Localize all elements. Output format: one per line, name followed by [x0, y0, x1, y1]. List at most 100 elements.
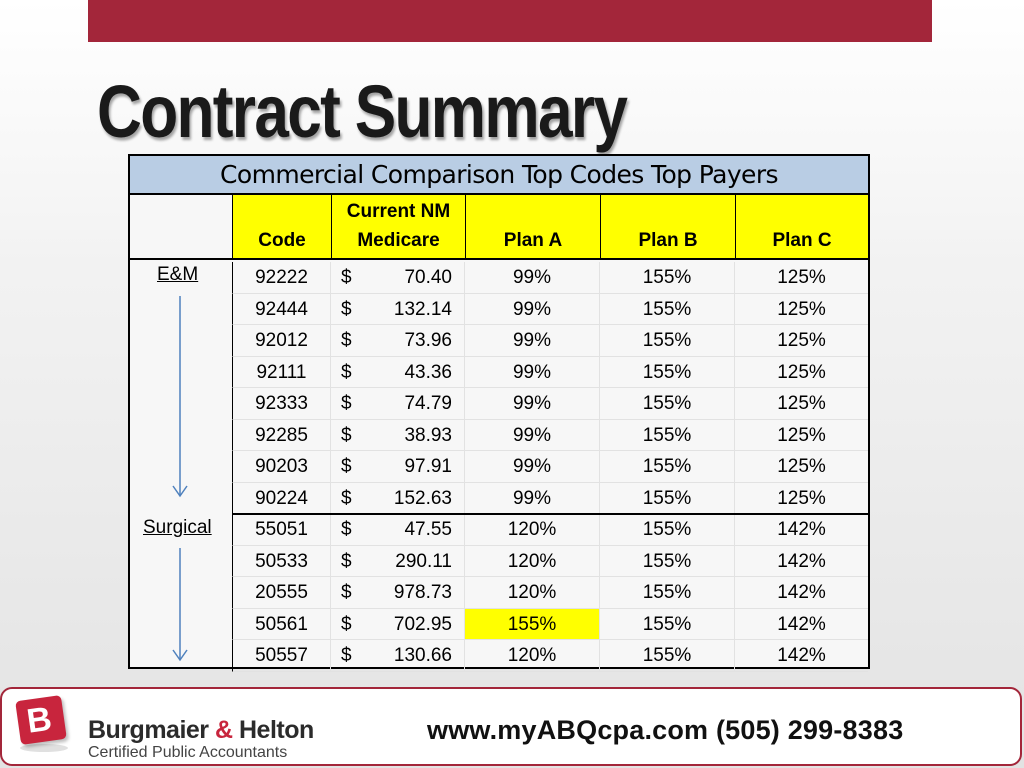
cell-medicare: 73.96: [361, 325, 465, 357]
cell-medicare: 152.63: [361, 482, 465, 514]
cell-medicare: 70.40: [361, 262, 465, 294]
cell-currency: $: [331, 388, 361, 420]
firm-name: Burgmaier & Helton: [88, 716, 314, 744]
header-plan-a-label: Plan A: [503, 230, 563, 251]
cell-plan-a: 99%: [465, 356, 600, 388]
footer-banner: [0, 687, 1022, 766]
cell-code: 92111: [232, 356, 331, 388]
table-row: 92111 $43.36 99% 155% 125%: [130, 356, 868, 388]
cell-code: 92444: [232, 293, 331, 325]
cell-plan-c: 142%: [735, 546, 868, 577]
cell-plan-b: 155%: [600, 482, 735, 514]
contact-info: www.myABQcpa.com (505) 299-8383: [427, 715, 904, 745]
cell-medicare: 97.91: [361, 451, 465, 483]
cell-plan-c: 142%: [735, 609, 868, 640]
cell-code: 92333: [232, 388, 331, 420]
cell-medicare: 130.66: [361, 640, 465, 672]
cell-code: 90224: [232, 482, 331, 514]
top-accent-bar: [88, 0, 932, 42]
cell-currency: $: [331, 483, 361, 514]
cell-code: 92012: [232, 325, 331, 357]
table-row: 92285 $38.93 99% 155% 125%: [130, 419, 868, 451]
table-row: 92012 $73.96 99% 155% 125%: [130, 325, 868, 357]
header-code: Code: [232, 195, 331, 260]
table-row: 50561 $702.95 155% 155% 142%: [130, 608, 868, 640]
header-current-label: Current NM: [346, 201, 451, 222]
header-plan-b: Plan B: [600, 195, 735, 260]
header-current-medicare: Current NM Medicare: [331, 195, 465, 260]
table-row: 92333 $74.79 99% 155% 125%: [130, 388, 868, 420]
cell-plan-b: 155%: [600, 577, 735, 609]
cell-plan-a: 99%: [465, 419, 600, 451]
cell-code: 20555: [232, 577, 331, 609]
header-medicare-label: Medicare: [357, 230, 440, 251]
cell-medicare: 702.95: [361, 608, 465, 640]
firm-logo-icon: B: [15, 695, 67, 745]
cell-currency: $: [331, 420, 361, 451]
cell-plan-a: 120%: [465, 545, 600, 577]
cell-plan-b: 155%: [600, 293, 735, 325]
cell-plan-c: 125%: [735, 451, 868, 483]
logo-letter: B: [24, 699, 55, 741]
cell-medicare: 43.36: [361, 356, 465, 388]
cell-plan-c: 142%: [735, 577, 868, 609]
cell-code: 50557: [232, 640, 331, 672]
cell-currency: $: [331, 325, 361, 357]
cell-plan-b: 155%: [600, 640, 735, 672]
cell-plan-b: 155%: [600, 514, 735, 546]
logo-shadow: [20, 744, 68, 752]
cell-medicare: 978.73: [361, 577, 465, 609]
cell-medicare: 290.11: [361, 545, 465, 577]
cell-code: 92285: [232, 419, 331, 451]
table-row: 55051 $47.55 120% 155% 142%: [130, 514, 868, 546]
header-code-label: Code: [258, 230, 306, 251]
cell-medicare: 132.14: [361, 293, 465, 325]
table-row: 92444 $132.14 99% 155% 125%: [130, 293, 868, 325]
cell-currency: $: [331, 546, 361, 577]
firm-name-part2: Helton: [232, 716, 314, 744]
cell-currency: $: [331, 357, 361, 388]
firm-name-amp: &: [214, 716, 233, 744]
cell-plan-b: 155%: [600, 451, 735, 483]
cell-plan-c: 125%: [735, 262, 868, 294]
cell-plan-a: 120%: [465, 514, 600, 546]
cell-currency: $: [331, 451, 361, 483]
cell-plan-b: 155%: [600, 325, 735, 357]
cell-plan-c: 142%: [735, 640, 868, 672]
cell-code: 50533: [232, 545, 331, 577]
cell-plan-b: 155%: [600, 545, 735, 577]
header-plan-a: Plan A: [465, 195, 600, 260]
group-divider-line: [232, 513, 868, 515]
header-plan-b-label: Plan B: [638, 230, 698, 251]
table-row: 50557 $130.66 120% 155% 142%: [130, 640, 868, 672]
slide-title: Contract Summary: [97, 70, 628, 153]
cell-plan-c: 125%: [735, 483, 868, 514]
table-row: 90224 $152.63 99% 155% 125%: [130, 482, 868, 514]
cell-plan-a: 99%: [465, 325, 600, 357]
cell-plan-a: 99%: [465, 482, 600, 514]
comparison-table: Commercial Comparison Top Codes Top Paye…: [128, 154, 870, 672]
cell-code: 50561: [232, 608, 331, 640]
header-group-blank: [130, 195, 232, 260]
cell-plan-b: 155%: [600, 262, 735, 294]
cell-currency: $: [331, 262, 361, 294]
cell-plan-a: 120%: [465, 640, 600, 672]
header-plan-c-label: Plan C: [772, 230, 832, 251]
cell-plan-c: 142%: [735, 514, 868, 546]
firm-subtitle: Certified Public Accountants: [88, 744, 288, 761]
table-title: Commercial Comparison Top Codes Top Paye…: [130, 156, 868, 195]
cell-currency: $: [331, 514, 361, 546]
cell-plan-c: 125%: [735, 294, 868, 325]
header-plan-c: Plan C: [735, 195, 868, 260]
cell-plan-a: 99%: [465, 451, 600, 483]
cell-currency: $: [331, 294, 361, 325]
cell-plan-a: 120%: [465, 577, 600, 609]
table-row: 20555 $978.73 120% 155% 142%: [130, 577, 868, 609]
table-row: 90203 $97.91 99% 155% 125%: [130, 451, 868, 483]
cell-plan-b: 155%: [600, 388, 735, 420]
group-label-em: E&M: [157, 264, 199, 285]
cell-plan-c: 125%: [735, 325, 868, 357]
cell-plan-a: 99%: [465, 293, 600, 325]
cell-medicare: 74.79: [361, 388, 465, 420]
cell-currency: $: [331, 577, 361, 609]
